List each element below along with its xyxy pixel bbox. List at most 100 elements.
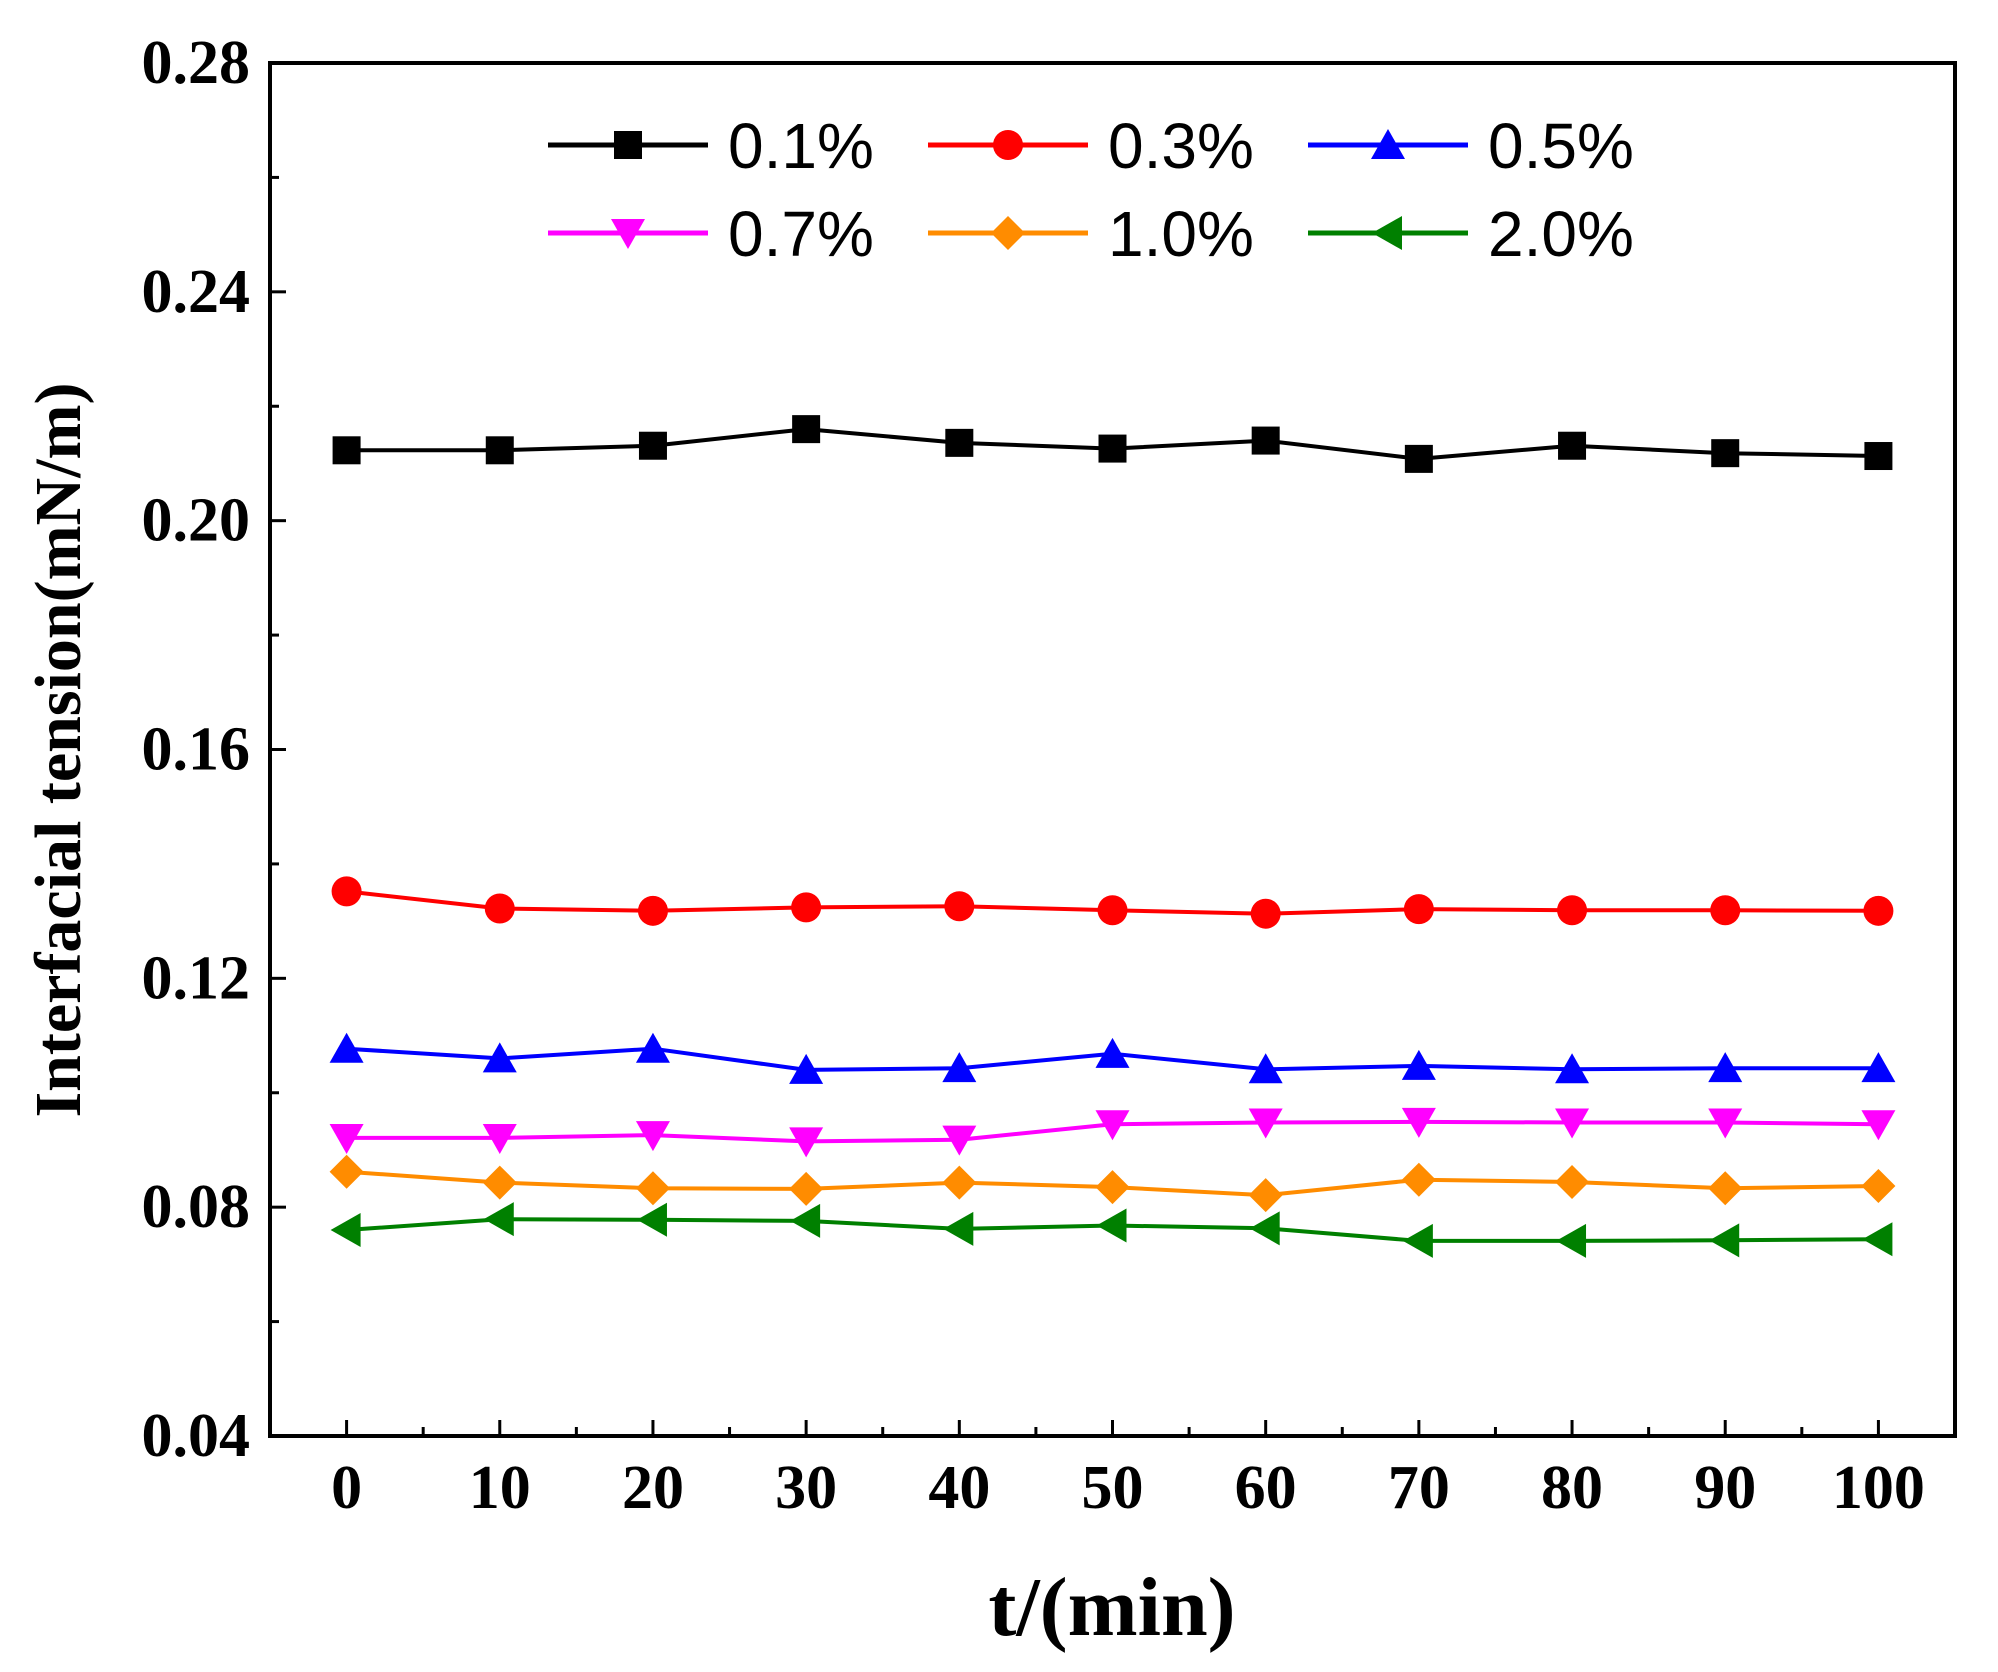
data-point	[483, 1202, 514, 1237]
data-point	[1403, 894, 1434, 925]
data-point	[791, 892, 822, 923]
data-point	[1864, 442, 1893, 471]
series-0.7%	[329, 1107, 1896, 1158]
data-point	[1250, 898, 1281, 929]
data-point	[1708, 1171, 1743, 1206]
legend-label: 1.0%	[1108, 198, 1254, 270]
y-tick-label: 0.16	[142, 716, 251, 784]
legend-label: 0.5%	[1488, 110, 1634, 182]
legend-marker	[991, 216, 1025, 250]
data-point	[943, 1211, 974, 1246]
data-point	[1097, 895, 1128, 926]
legend-entry: 0.3%	[928, 110, 1254, 182]
legend-marker	[614, 131, 642, 159]
data-point	[1249, 1211, 1280, 1246]
plot-frame	[268, 61, 1957, 1438]
data-point	[329, 1154, 364, 1189]
legend-marker	[611, 219, 645, 249]
data-point	[1862, 1222, 1893, 1257]
data-point	[332, 436, 361, 465]
y-axis-title: Interfacial tension(mN/m)	[22, 382, 95, 1117]
data-point	[944, 891, 975, 922]
data-point	[1248, 1178, 1283, 1213]
legend-label: 2.0%	[1488, 198, 1634, 270]
data-point	[1555, 1053, 1590, 1084]
series-1.0%	[329, 1154, 1896, 1213]
data-point	[330, 1213, 361, 1248]
data-point	[1404, 444, 1433, 473]
legend-marker	[1371, 129, 1405, 159]
y-tick-label: 0.20	[142, 487, 251, 555]
data-point	[638, 431, 667, 460]
data-point	[1096, 1208, 1127, 1243]
data-point	[482, 1165, 517, 1200]
legend-entry: 0.1%	[548, 110, 874, 182]
legend-label: 0.7%	[728, 198, 874, 270]
legend-marker	[993, 130, 1023, 160]
data-point	[1401, 1049, 1436, 1080]
data-point	[942, 1125, 977, 1156]
data-point	[636, 1202, 667, 1237]
y-tick-label: 0.12	[142, 944, 251, 1012]
data-point	[789, 1127, 824, 1158]
data-point	[485, 436, 514, 465]
data-point	[329, 1123, 364, 1154]
x-tick-label: 80	[1541, 1454, 1603, 1522]
data-point	[1248, 1053, 1283, 1084]
data-point	[482, 1123, 517, 1154]
data-point	[635, 1032, 670, 1063]
y-tick-label: 0.04	[142, 1402, 251, 1470]
data-point	[1708, 1052, 1743, 1083]
x-axis-title: t/(min)	[988, 1561, 1235, 1654]
data-point	[637, 895, 668, 926]
data-point	[1401, 1107, 1436, 1138]
data-point	[635, 1121, 670, 1152]
data-point	[1401, 1162, 1436, 1197]
x-tick-label: 20	[622, 1454, 684, 1522]
y-tick-label: 0.24	[142, 258, 251, 326]
series-0.3%	[331, 876, 1894, 929]
data-point	[1557, 895, 1588, 926]
data-point	[329, 1032, 364, 1063]
data-point	[1402, 1223, 1433, 1258]
x-tick-label: 50	[1082, 1454, 1144, 1522]
data-point	[1708, 1108, 1743, 1139]
data-point	[1098, 434, 1127, 463]
data-point	[792, 415, 821, 444]
series-0.1%	[332, 415, 1893, 473]
data-point	[1709, 1223, 1740, 1258]
data-point	[1710, 895, 1741, 926]
series-2.0%	[330, 1202, 1893, 1258]
data-point	[942, 1052, 977, 1083]
data-point	[1861, 1052, 1896, 1083]
series-0.5%	[329, 1032, 1896, 1084]
x-tick-label: 100	[1832, 1454, 1925, 1522]
data-point	[1095, 1110, 1130, 1141]
data-point	[789, 1171, 824, 1206]
data-point	[1095, 1170, 1130, 1205]
data-point	[1095, 1037, 1130, 1068]
legend-entry: 0.5%	[1308, 110, 1634, 182]
data-point	[942, 1165, 977, 1200]
x-tick-label: 40	[928, 1454, 990, 1522]
data-point	[1711, 439, 1740, 468]
data-point	[1556, 1223, 1587, 1258]
x-tick-label: 90	[1694, 1454, 1756, 1522]
data-point	[945, 428, 974, 457]
data-point	[1861, 1110, 1896, 1141]
data-point	[1558, 431, 1587, 460]
data-point	[1248, 1108, 1283, 1139]
x-tick-label: 60	[1235, 1454, 1297, 1522]
data-point	[789, 1053, 824, 1084]
data-point	[1251, 426, 1280, 455]
data-point	[1863, 895, 1894, 926]
data-point	[482, 1042, 517, 1073]
data-point	[1861, 1168, 1896, 1203]
legend-entry: 0.7%	[548, 198, 874, 270]
data-point	[484, 893, 515, 924]
legend-label: 0.1%	[728, 110, 874, 182]
x-tick-label: 10	[469, 1454, 531, 1522]
data-point	[790, 1203, 821, 1238]
